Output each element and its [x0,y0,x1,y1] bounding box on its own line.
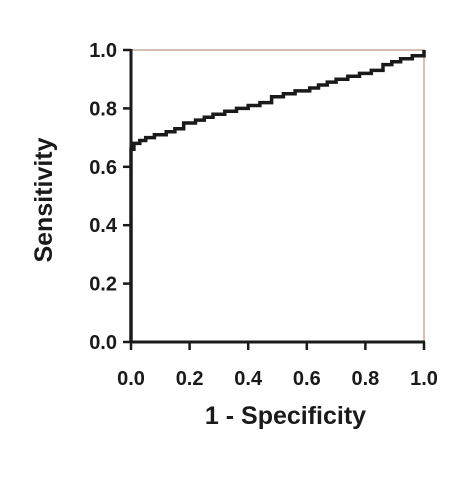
y-tick-label: 1.0 [89,40,117,62]
y-tick-label: 0.0 [89,332,117,354]
y-axis-ticks: 0.0 0.2 0.4 0.6 0.8 1.0 [89,40,131,354]
x-tick-label: 0.4 [234,368,263,390]
x-tick-label: 0.0 [117,368,145,390]
plot-frame [130,49,425,343]
x-tick-label: 0.2 [176,368,204,390]
x-axis-ticks: 0.0 0.2 0.4 0.6 0.8 1.0 [117,342,438,390]
y-tick-label: 0.2 [89,274,117,296]
x-axis-title: 1 - Specificity [205,402,366,430]
y-tick-label: 0.4 [89,215,118,237]
x-tick-label: 1.0 [410,368,438,390]
series-layer [129,50,426,342]
y-axis-title: Sensitivity [30,137,58,262]
y-tick-label: 0.6 [89,157,117,179]
y-tick-label: 0.8 [89,98,117,120]
roc-curve-line [129,50,426,342]
x-tick-label: 0.8 [351,368,379,390]
x-tick-label: 0.6 [293,368,321,390]
